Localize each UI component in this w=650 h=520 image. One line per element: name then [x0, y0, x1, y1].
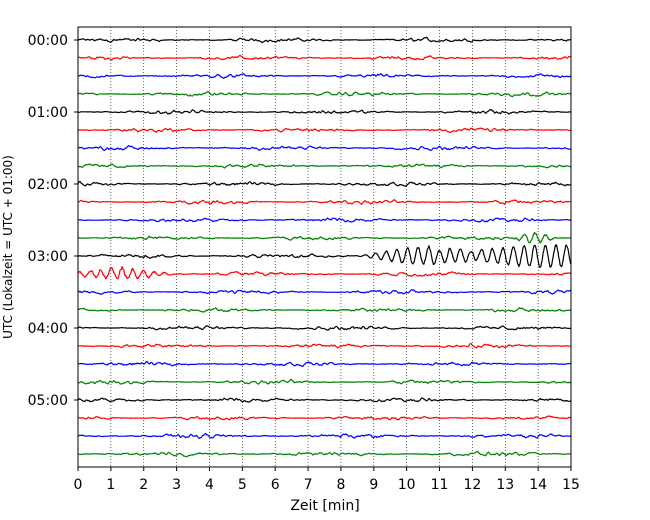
y-tick-label-01:00: 01:00: [28, 105, 68, 121]
trace-20: [77, 378, 572, 385]
y-tick-label-05:00: 05:00: [28, 393, 68, 409]
x-tick-label-4: 4: [205, 477, 214, 493]
x-tick-label-0: 0: [74, 477, 83, 493]
x-tick-label-9: 9: [369, 477, 378, 493]
x-ticks: 0 1 2 3 4 5 6 7 8 9 10 11 12 13 14 15: [74, 467, 580, 493]
y-tick-label-02:00: 02:00: [28, 177, 68, 193]
trace-1: [77, 36, 572, 44]
trace-22: [77, 415, 572, 421]
trace-21: [77, 397, 572, 403]
x-tick-label-3: 3: [172, 477, 181, 493]
x-tick-label-12: 12: [463, 477, 481, 493]
y-tick-label-03:00: 03:00: [28, 249, 68, 265]
trace-9: [77, 180, 572, 187]
y-ticks: 00:00 01:00 02:00 03:00 04:00 05:00: [28, 33, 78, 409]
trace-19: [77, 361, 572, 367]
x-axis-label: Zeit [min]: [290, 498, 359, 514]
x-tick-label-14: 14: [529, 477, 547, 493]
y-tick-label-04:00: 04:00: [28, 321, 68, 337]
plot-frame: [77, 26, 572, 468]
trace-4: [77, 91, 572, 98]
trace-6: [77, 127, 572, 133]
trace-17: [77, 325, 572, 331]
y-tick-label-00:00: 00:00: [28, 33, 68, 49]
x-tick-label-8: 8: [336, 477, 345, 493]
trace-10: [77, 199, 572, 205]
trace-16: [77, 307, 572, 313]
x-tick-label-7: 7: [304, 477, 313, 493]
trace-18: [77, 342, 572, 349]
trace-3: [77, 73, 572, 79]
trace-12: [77, 231, 572, 244]
trace-8: [77, 163, 572, 169]
trace-23: [77, 432, 572, 439]
x-tick-label-11: 11: [431, 477, 449, 493]
trace-2: [77, 54, 572, 61]
grid-lines: [110, 27, 539, 467]
trace-7: [77, 145, 572, 152]
trace-24: [77, 450, 572, 458]
trace-15: [77, 289, 572, 295]
trace-13: [77, 244, 572, 268]
x-tick-label-13: 13: [496, 477, 514, 493]
traces: [77, 36, 572, 458]
y-axis-label: UTC (Lokalzeit = UTC + 01:00): [1, 155, 15, 339]
x-tick-label-10: 10: [398, 477, 416, 493]
x-tick-label-2: 2: [139, 477, 148, 493]
x-tick-label-15: 15: [562, 477, 580, 493]
x-tick-label-6: 6: [271, 477, 280, 493]
trace-14: [77, 266, 572, 280]
x-tick-label-5: 5: [238, 477, 247, 493]
x-tick-label-1: 1: [106, 477, 115, 493]
trace-5: [77, 109, 572, 115]
trace-11: [77, 217, 572, 223]
